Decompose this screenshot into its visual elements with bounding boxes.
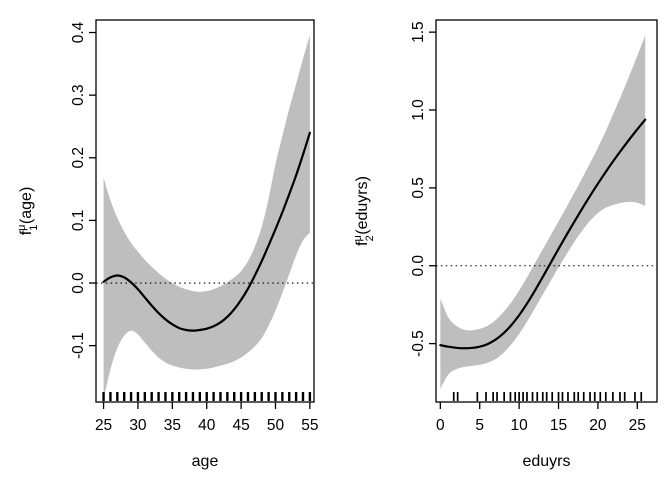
- y-tick-label: -0.5: [410, 330, 427, 357]
- x-tick-label: 50: [267, 417, 285, 434]
- y-axis: -0.5 0.0 0.5 1.0 1.5: [410, 21, 436, 357]
- x-axis: 0 5 10 15 20 25: [436, 402, 646, 434]
- rug-marks: [102, 392, 312, 401]
- x-axis-title: age: [192, 453, 219, 470]
- fit-curve: [439, 118, 647, 350]
- x-tick-label: 40: [198, 417, 216, 434]
- y-tick-label: 0.2: [70, 147, 87, 169]
- y-tick-label: 1.0: [410, 99, 427, 121]
- plot-box: [95, 19, 315, 403]
- y-tick-label: 0.0: [70, 272, 87, 294]
- plot-box: [435, 19, 658, 403]
- x-tick-label: 25: [95, 417, 112, 434]
- plot-age-effect: 25 30 35 40 45 50 55 -0.1 0.0 0.1 0.2 0.3 0.4 age fμ1(…: [16, 19, 318, 470]
- x-tick-label: 30: [129, 417, 147, 434]
- confidence-band: [440, 35, 646, 389]
- x-tick-label: 45: [232, 417, 249, 434]
- confidence-band: [103, 35, 310, 399]
- x-tick-label: 25: [629, 417, 646, 434]
- y-tick-label: 0.1: [70, 210, 87, 232]
- fit-curve: [102, 131, 311, 332]
- x-tick-label: 10: [510, 417, 528, 434]
- x-tick-label: 0: [436, 417, 445, 434]
- panel-eduyrs-effect: 0 5 10 15 20 25 -0.5 0.0 0.5 1.0 1.5 eduyrs fμ2(eduy…: [336, 0, 672, 480]
- x-axis: 25 30 35 40 45 50 55: [95, 402, 318, 434]
- y-axis-title: fμ2(eduyrs): [352, 176, 376, 246]
- rug-marks: [452, 392, 643, 401]
- y-tick-label: -0.1: [70, 332, 87, 359]
- x-tick-label: 35: [164, 417, 181, 434]
- x-tick-label: 20: [589, 417, 607, 434]
- y-tick-label: 0.0: [410, 255, 427, 277]
- x-tick-label: 55: [301, 417, 318, 434]
- panel-age-effect: 25 30 35 40 45 50 55 -0.1 0.0 0.1 0.2 0.3 0.4 age fμ1(…: [16, 19, 318, 470]
- x-tick-label: 5: [475, 417, 484, 434]
- plot-eduyrs-effect: 0 5 10 15 20 25 -0.5 0.0 0.5 1.0 1.5 eduyrs fμ2(eduy…: [352, 19, 658, 470]
- x-tick-label: 15: [550, 417, 567, 434]
- y-axis: -0.1 0.0 0.1 0.2 0.3 0.4: [70, 21, 96, 359]
- y-axis-title: fμ1(age): [16, 187, 40, 236]
- y-tick-label: 0.3: [70, 84, 87, 106]
- y-tick-label: 1.5: [410, 21, 427, 43]
- y-tick-label: 0.4: [70, 21, 87, 43]
- y-tick-label: 0.5: [410, 177, 427, 199]
- x-axis-title: eduyrs: [522, 453, 570, 470]
